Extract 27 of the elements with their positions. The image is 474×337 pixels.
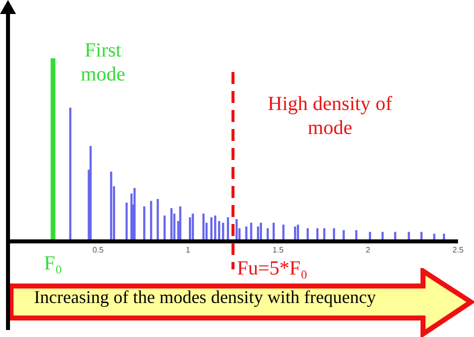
bar: [394, 232, 396, 242]
x-tick-label: 1: [186, 245, 191, 254]
bar: [323, 228, 326, 242]
bar: [245, 226, 248, 242]
x-tick-label: 1.5: [272, 245, 284, 254]
bar: [214, 215, 216, 242]
bar: [306, 228, 309, 242]
bar: [143, 206, 146, 242]
bar: [90, 146, 92, 242]
bar: [272, 222, 275, 242]
series-label: First mode: [80, 40, 126, 86]
annotation: Fu=5*F₀: [237, 257, 308, 280]
x-tick-label: 2: [366, 245, 371, 254]
bar: [156, 199, 159, 242]
x-tick-label: 2.5: [452, 245, 464, 254]
annotation: F₀: [44, 252, 62, 274]
bar: [342, 230, 345, 242]
bar: [179, 206, 182, 242]
bar: [69, 108, 72, 242]
x-tick-label: 0.5: [92, 245, 104, 254]
bar: [110, 172, 112, 242]
annotation: High density of mode: [268, 93, 393, 139]
bar: [250, 222, 252, 242]
text: Increasing of the modes density with frequency: [34, 287, 376, 308]
bar: [50, 58, 56, 242]
bar: [266, 228, 269, 242]
bar: [355, 230, 358, 242]
